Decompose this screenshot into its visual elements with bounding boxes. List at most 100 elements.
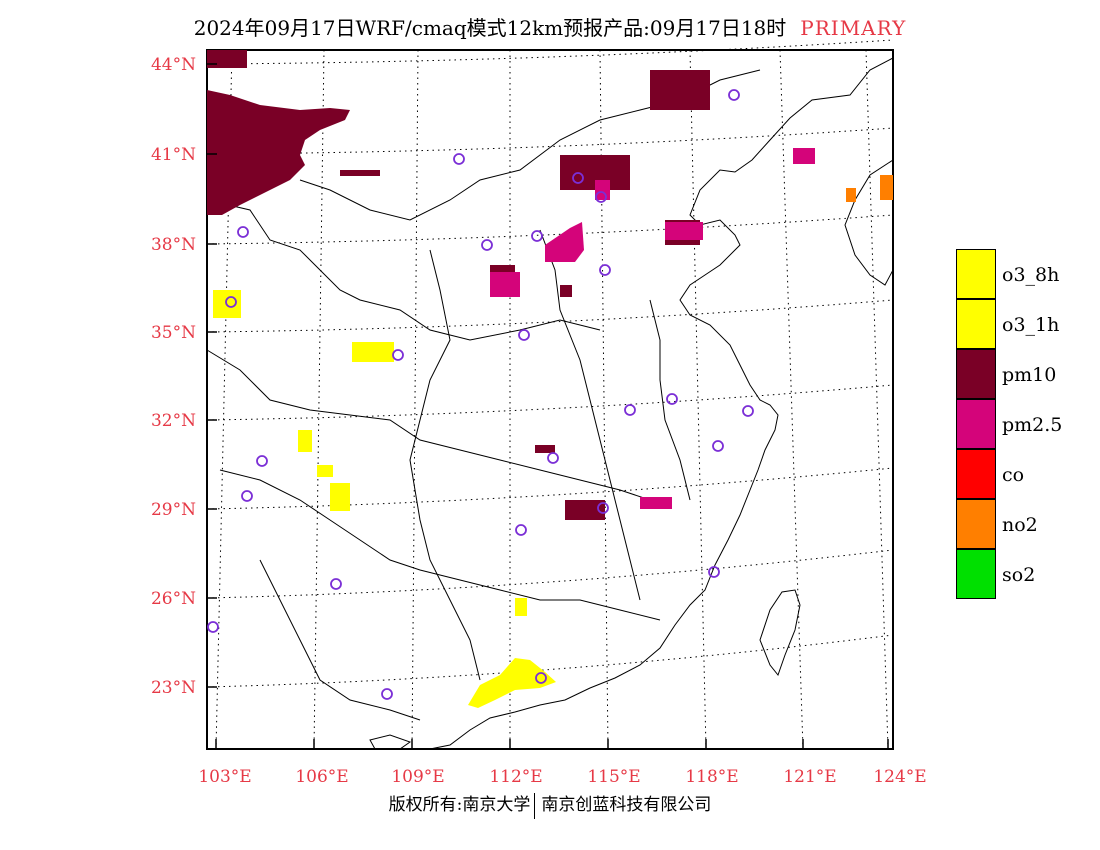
lat-label-41: 41°N xyxy=(151,145,196,165)
legend-swatch-co xyxy=(956,449,996,499)
copyright-right: 南京创蓝科技有限公司 xyxy=(541,795,712,815)
meridian-118 xyxy=(689,49,707,750)
station-marker xyxy=(535,672,547,684)
station-marker xyxy=(481,239,493,251)
station-marker xyxy=(712,440,724,452)
pm10-region-northwest xyxy=(207,90,350,215)
province-line-8 xyxy=(259,559,421,721)
station-marker xyxy=(207,621,219,633)
coastline xyxy=(429,57,894,750)
station-marker xyxy=(453,153,465,165)
parallel-32 xyxy=(206,384,894,421)
lon-label-124: 124°E xyxy=(873,767,926,787)
lon-label-118: 118°E xyxy=(685,767,738,787)
no2-field xyxy=(846,175,893,202)
station-marker xyxy=(225,296,237,308)
station-marker xyxy=(708,566,720,578)
copyright-footer: 版权所有:南京大学 南京创蓝科技有限公司 xyxy=(0,790,1100,819)
pm10-strip xyxy=(340,170,380,176)
legend-label-co: co xyxy=(1002,464,1025,486)
title-text: 2024年09月17日WRF/cmaq模式12km预报产品:09月17日18时 xyxy=(193,16,787,40)
lat-label-32: 32°N xyxy=(151,411,196,431)
legend-swatch-o3-8h xyxy=(956,249,996,299)
province-line-2 xyxy=(206,349,651,501)
parallel-35 xyxy=(206,299,894,333)
map-title: 2024年09月17日WRF/cmaq模式12km预报产品:09月17日18时 P… xyxy=(0,12,1100,41)
pm25-region-shanxi xyxy=(490,272,520,297)
map-frame xyxy=(206,49,894,750)
pm25-region-jiangxi xyxy=(640,497,672,509)
legend-item-so2: so2 xyxy=(956,549,1096,599)
legend-swatch-pm25 xyxy=(956,399,996,449)
copyright-separator xyxy=(534,792,536,819)
legend-swatch-so2 xyxy=(956,549,996,599)
parallel-29 xyxy=(206,467,894,510)
legend-label-pm25: pm2.5 xyxy=(1002,414,1063,436)
o3-field xyxy=(213,290,556,708)
station-marker xyxy=(597,502,609,514)
legend-item-o3-1h: o3_1h xyxy=(956,299,1096,349)
station-marker xyxy=(666,393,678,405)
copyright-left: 版权所有:南京大学 xyxy=(388,795,531,815)
legend-item-co: co xyxy=(956,449,1096,499)
pm10-region-top xyxy=(207,50,247,68)
korea-peninsula xyxy=(844,159,894,286)
lat-label-29: 29°N xyxy=(151,500,196,520)
pm10-cluster-henan xyxy=(560,285,572,297)
legend-label-pm10: pm10 xyxy=(1002,364,1057,386)
province-line-4 xyxy=(409,249,481,681)
lon-label-109: 109°E xyxy=(391,767,444,787)
pm10-cluster-hubei xyxy=(535,445,555,453)
parallel-38 xyxy=(206,214,894,245)
station-marker xyxy=(572,172,584,184)
hainan-island xyxy=(369,734,412,750)
lon-label-106: 106°E xyxy=(295,767,348,787)
legend-item-o3-8h: o3_8h xyxy=(956,249,1096,299)
station-marker xyxy=(392,349,404,361)
o3-region-sichuan-1 xyxy=(298,430,312,452)
legend-label-o3-1h: o3_1h xyxy=(1002,314,1060,336)
pm10-field xyxy=(207,50,710,520)
meridian-109 xyxy=(411,49,419,750)
pm10-cluster-jiangxi xyxy=(565,500,605,520)
legend-item-no2: no2 xyxy=(956,499,1096,549)
pm25-region-hebei xyxy=(545,222,584,262)
o3-region-sichuan-2 xyxy=(330,483,350,511)
latitude-labels: 44°N 41°N 38°N 35°N 32°N 29°N 26°N 23°N xyxy=(151,55,196,698)
province-line-5 xyxy=(539,229,641,601)
province-line-3 xyxy=(219,469,661,621)
pm25-region-shandong xyxy=(665,222,703,240)
station-marker xyxy=(515,524,527,536)
station-marker xyxy=(518,329,530,341)
lat-label-26: 26°N xyxy=(151,589,196,609)
axis-ticks xyxy=(207,63,889,749)
lat-label-35: 35°N xyxy=(151,323,196,343)
o3-region-guangdong xyxy=(468,658,556,708)
lon-label-103: 103°E xyxy=(198,767,251,787)
title-tag: PRIMARY xyxy=(800,16,907,40)
no2-region-2 xyxy=(880,175,893,200)
legend-label-o3-8h: o3_8h xyxy=(1002,264,1060,286)
station-marker xyxy=(595,191,607,203)
legend-swatch-pm10 xyxy=(956,349,996,399)
longitude-labels: 103°E 106°E 109°E 112°E 115°E 118°E 121°… xyxy=(198,767,926,787)
lat-label-44: 44°N xyxy=(151,55,196,75)
station-markers xyxy=(207,89,754,700)
lat-label-38: 38°N xyxy=(151,235,196,255)
no2-region-1 xyxy=(846,188,856,202)
meridian-124 xyxy=(865,49,889,750)
pm25-region-beijing xyxy=(595,180,610,200)
station-marker xyxy=(742,405,754,417)
station-marker xyxy=(531,230,543,242)
station-marker xyxy=(330,578,342,590)
legend-item-pm10: pm10 xyxy=(956,349,1096,399)
meridian-106 xyxy=(313,49,325,750)
legend-label-no2: no2 xyxy=(1002,514,1038,536)
parallel-41 xyxy=(206,127,894,155)
lon-label-112: 112°E xyxy=(489,767,542,787)
legend-swatch-no2 xyxy=(956,499,996,549)
station-marker xyxy=(624,404,636,416)
meridian-121 xyxy=(779,49,804,750)
o3-region-shaanxi xyxy=(352,342,394,362)
station-marker xyxy=(547,452,559,464)
